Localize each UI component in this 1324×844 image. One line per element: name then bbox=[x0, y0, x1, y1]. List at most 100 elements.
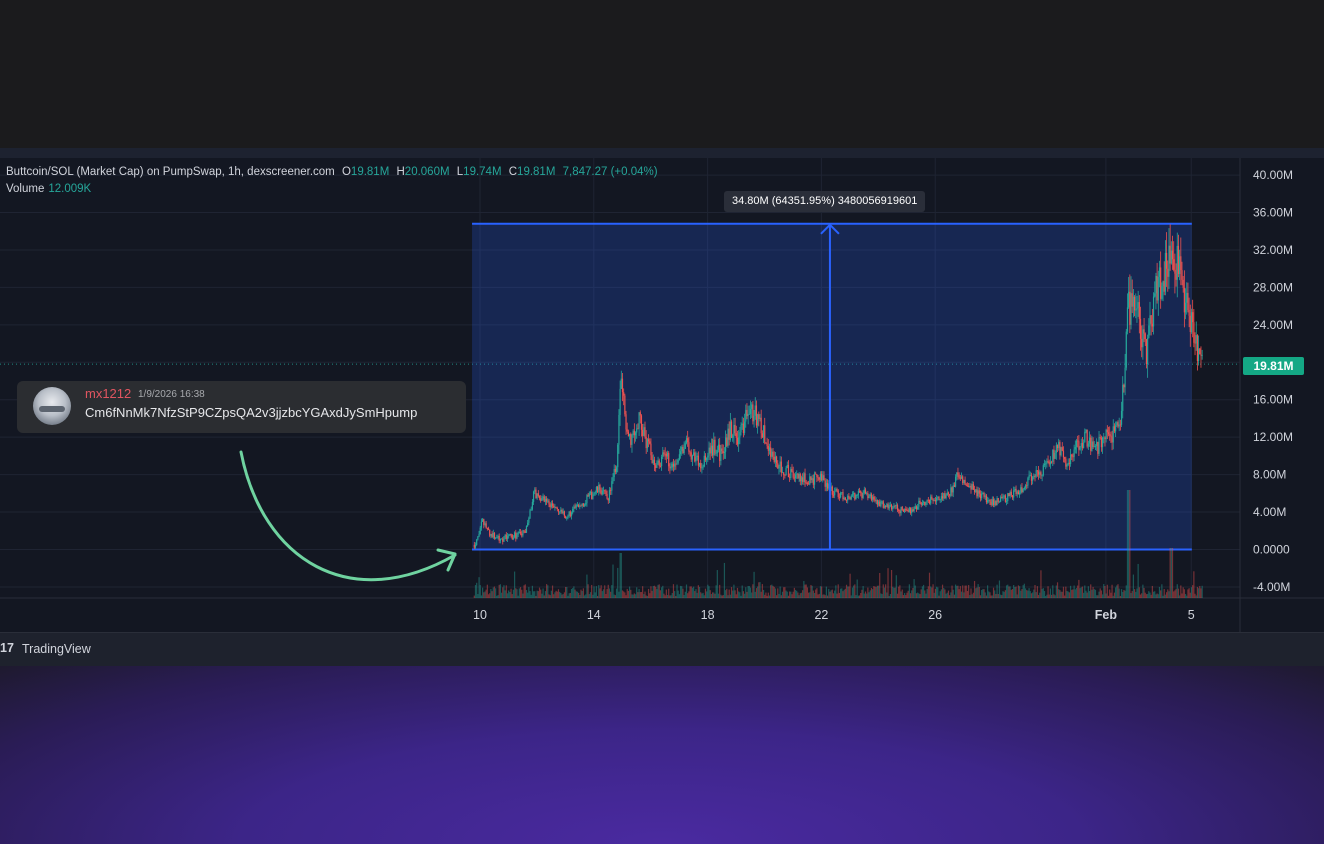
candle-body bbox=[525, 531, 526, 533]
candle-body bbox=[947, 492, 948, 495]
tradingview-logo-icon[interactable]: 17 bbox=[0, 641, 14, 655]
candle-body bbox=[691, 452, 692, 459]
volume-bar bbox=[518, 596, 519, 598]
candle-body bbox=[712, 446, 713, 456]
candle-body bbox=[950, 487, 951, 495]
volume-bar bbox=[516, 589, 517, 598]
volume-bar bbox=[1032, 592, 1033, 598]
candle-body bbox=[787, 465, 788, 468]
volume-bar bbox=[1060, 592, 1061, 598]
candle-body bbox=[649, 441, 650, 443]
volume-bar bbox=[1053, 594, 1054, 598]
volume-bar bbox=[806, 585, 807, 598]
volume-bar bbox=[580, 590, 581, 598]
candle-body bbox=[987, 500, 988, 502]
volume-bar bbox=[1143, 588, 1144, 598]
volume-bar bbox=[873, 586, 874, 598]
candle-body bbox=[978, 490, 979, 496]
candle-body bbox=[1136, 308, 1137, 309]
candle-body bbox=[838, 491, 839, 497]
volume-bar bbox=[985, 592, 986, 598]
candle-body bbox=[1046, 461, 1047, 463]
candle-body bbox=[726, 437, 727, 445]
volume-bar bbox=[1181, 593, 1182, 598]
candle-body bbox=[1123, 385, 1124, 387]
volume-bar bbox=[957, 586, 958, 598]
candle-body bbox=[717, 450, 718, 453]
candle-body bbox=[528, 518, 529, 522]
volume-bar bbox=[890, 594, 891, 598]
y-tick-label: 40.00M bbox=[1253, 168, 1293, 182]
volume-bar bbox=[650, 586, 651, 598]
volume-bar bbox=[739, 592, 740, 598]
candle-body bbox=[491, 534, 492, 537]
volume-bar bbox=[1085, 591, 1086, 598]
comment-card[interactable]: mx1212 1/9/2026 16:38 Cm6fNnMk7NfzStP9CZ… bbox=[17, 381, 466, 433]
volume-bar bbox=[956, 586, 957, 598]
volume-bar bbox=[1084, 585, 1085, 598]
volume-bar bbox=[1174, 590, 1175, 598]
volume-bar bbox=[489, 593, 490, 598]
volume-bar bbox=[1186, 596, 1187, 598]
candle-body bbox=[693, 452, 694, 455]
volume-bar bbox=[767, 596, 768, 598]
volume-bar bbox=[776, 595, 777, 598]
candle-body bbox=[636, 428, 637, 432]
volume-bar bbox=[679, 594, 680, 598]
candle-body bbox=[719, 445, 720, 461]
avatar[interactable] bbox=[33, 387, 71, 425]
volume-bar bbox=[499, 585, 500, 598]
candle-body bbox=[541, 498, 542, 501]
volume-bar bbox=[532, 586, 533, 598]
candle-body bbox=[1085, 430, 1086, 432]
comment-username[interactable]: mx1212 bbox=[85, 386, 131, 401]
candle-body bbox=[742, 424, 743, 425]
volume-bar bbox=[1103, 584, 1104, 598]
candle-body bbox=[595, 492, 596, 494]
candle-body bbox=[1076, 441, 1077, 447]
volume-bar bbox=[1042, 589, 1043, 598]
legend-volume-label: Volume bbox=[6, 183, 44, 195]
candle-body bbox=[1138, 302, 1139, 308]
volume-bar bbox=[663, 594, 664, 598]
candle-body bbox=[601, 490, 602, 495]
candle-body bbox=[544, 496, 545, 501]
volume-bar bbox=[832, 590, 833, 598]
candle-body bbox=[944, 493, 945, 498]
candle-body bbox=[868, 496, 869, 498]
candle-body bbox=[871, 494, 872, 500]
volume-bar bbox=[570, 593, 571, 598]
candle-body bbox=[730, 421, 731, 439]
volume-bar bbox=[694, 591, 695, 598]
tradingview-brand[interactable]: TradingView bbox=[22, 642, 91, 656]
candle-body bbox=[545, 499, 546, 502]
candle-body bbox=[963, 480, 964, 483]
volume-bar bbox=[929, 573, 930, 598]
volume-bar bbox=[948, 591, 949, 598]
volume-bar bbox=[527, 593, 528, 598]
candle-body bbox=[513, 538, 514, 540]
candle-body bbox=[496, 537, 497, 538]
volume-bar bbox=[711, 594, 712, 598]
volume-bar bbox=[1135, 592, 1136, 598]
candle-body bbox=[1017, 491, 1018, 494]
candle-body bbox=[702, 467, 703, 468]
price-chart[interactable]: 40.00M36.00M32.00M28.00M24.00M20.00M16.0… bbox=[0, 0, 1324, 666]
candle-body bbox=[887, 504, 888, 508]
candle-body bbox=[1096, 442, 1097, 446]
volume-bar bbox=[561, 595, 562, 598]
candle-body bbox=[1159, 267, 1160, 276]
candle-body bbox=[976, 489, 977, 496]
candle-body bbox=[1007, 493, 1008, 501]
volume-bar bbox=[480, 585, 481, 598]
candle-body bbox=[1045, 464, 1046, 465]
volume-bar bbox=[484, 591, 485, 598]
volume-bar bbox=[596, 586, 597, 598]
candle-body bbox=[505, 535, 506, 537]
candle-body bbox=[713, 440, 714, 456]
volume-bar bbox=[720, 595, 721, 598]
candle-body bbox=[624, 396, 625, 415]
candle-body bbox=[791, 469, 792, 472]
candle-body bbox=[1128, 292, 1129, 308]
volume-bar bbox=[982, 589, 983, 598]
